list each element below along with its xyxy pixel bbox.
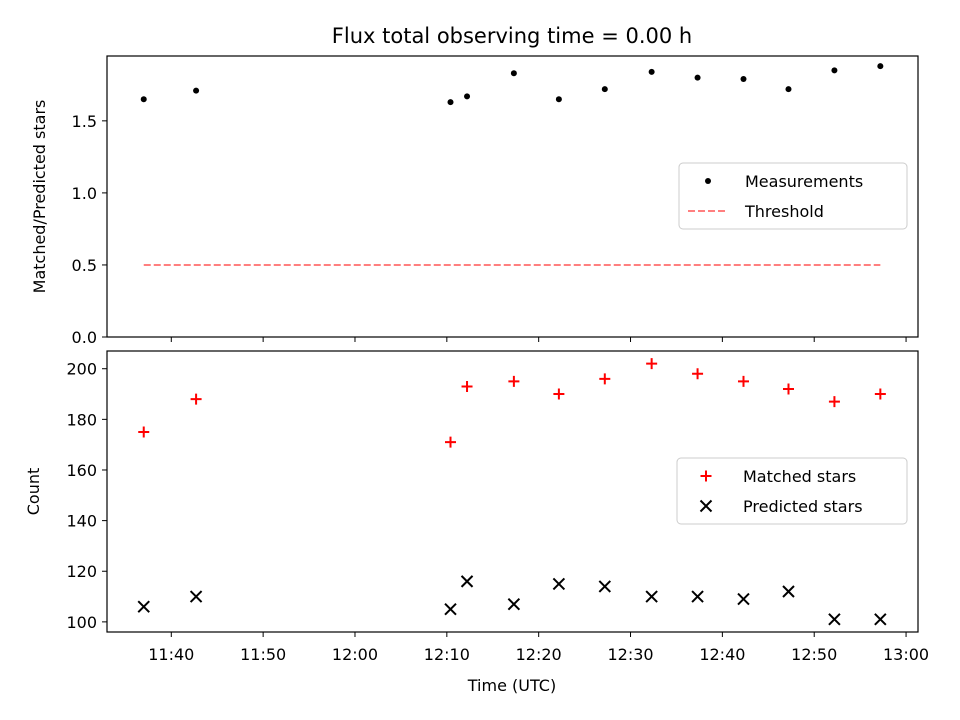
- legend-marker-dot: [705, 178, 711, 184]
- x-tick-label: 12:00: [332, 645, 378, 664]
- y-tick-label: 1.5: [72, 112, 97, 131]
- predicted-star-point: [737, 592, 750, 606]
- legend-label: Measurements: [745, 172, 863, 191]
- y-tick-label: 120: [66, 562, 97, 581]
- measurement-point: [877, 63, 884, 70]
- measurement-point: [464, 93, 471, 100]
- y-tick-label: 140: [66, 512, 97, 531]
- predicted-star-point: [874, 613, 887, 626]
- y-tick-label: 200: [66, 360, 97, 379]
- predicted-star-point: [137, 600, 150, 613]
- predicted-star-point: [691, 590, 704, 603]
- predicted-star-point: [444, 603, 457, 616]
- matched-star-point: [692, 368, 704, 380]
- y-tick-label: 0.5: [72, 256, 97, 275]
- matched-star-point: [445, 436, 457, 448]
- y-tick-label: 1.0: [72, 184, 97, 203]
- x-tick-label: 11:50: [240, 645, 286, 664]
- matched-star-point: [190, 393, 202, 405]
- legend-label: Matched stars: [743, 467, 856, 486]
- x-tick-label: 12:20: [516, 645, 562, 664]
- measurement-point: [648, 68, 655, 75]
- top-panel: 0.0 0.5 1.0 1.5 Matched/Predicted stars Measu…: [30, 55, 919, 347]
- y-tick-label: 100: [66, 613, 97, 632]
- measurement-point: [785, 86, 792, 93]
- predicted-star-point: [460, 575, 474, 588]
- bottom-panel: 11:40 11:50 12:00 12:10 12:20 12:30 12:40 12:50…: [24, 350, 929, 664]
- measurement-point: [601, 86, 608, 93]
- matched-star-point: [138, 426, 150, 438]
- matched-star-point: [874, 388, 886, 400]
- measurement-point: [694, 74, 701, 81]
- matched-star-point: [508, 375, 520, 387]
- x-tick-label: 12:50: [791, 645, 837, 664]
- x-tick-label: 11:40: [148, 645, 194, 664]
- y-axis-label: Count: [24, 468, 43, 516]
- measurement-point: [447, 99, 454, 106]
- measurement-point: [831, 67, 838, 74]
- matched-star-point: [737, 375, 749, 387]
- predicted-star-point: [507, 597, 521, 611]
- predicted-star-point: [782, 585, 795, 598]
- y-tick-label: 180: [66, 410, 97, 429]
- predicted-star-point: [828, 613, 841, 626]
- predicted-star-point: [645, 590, 658, 603]
- x-tick-label: 12:40: [699, 645, 745, 664]
- matched-star-point: [599, 373, 611, 385]
- matched-star-point: [646, 358, 658, 370]
- legend-marker-plus: [700, 470, 712, 482]
- measurement-point: [555, 96, 562, 103]
- matched-star-point: [461, 380, 473, 392]
- measurement-point: [740, 76, 747, 83]
- predicted-star-point: [552, 577, 566, 591]
- predicted-star-point: [598, 580, 612, 593]
- predicted-star-point: [189, 590, 203, 603]
- axes-frame: [106, 350, 919, 633]
- chart-title: Flux total observing time = 0.00 h: [332, 24, 692, 48]
- matched-star-point: [553, 388, 565, 400]
- y-tick-label: 0.0: [72, 328, 97, 347]
- x-tick-label: 12:30: [607, 645, 653, 664]
- matched-star-point: [782, 383, 794, 395]
- x-tick-label: 13:00: [883, 645, 929, 664]
- legend-box: [678, 162, 908, 230]
- matched-star-point: [828, 396, 840, 408]
- x-tick-label: 12:10: [424, 645, 470, 664]
- y-tick-label: 160: [66, 461, 97, 480]
- legend-marker-x: [699, 499, 713, 513]
- legend-label: Predicted stars: [743, 497, 863, 516]
- measurement-point: [510, 70, 517, 77]
- measurement-point: [140, 96, 147, 103]
- x-axis-label: Time (UTC): [467, 676, 556, 695]
- legend-label: Threshold: [744, 202, 824, 221]
- measurement-point: [193, 87, 200, 94]
- axes-frame: [106, 55, 919, 338]
- y-axis-label: Matched/Predicted stars: [30, 100, 49, 294]
- legend-box: [676, 457, 908, 525]
